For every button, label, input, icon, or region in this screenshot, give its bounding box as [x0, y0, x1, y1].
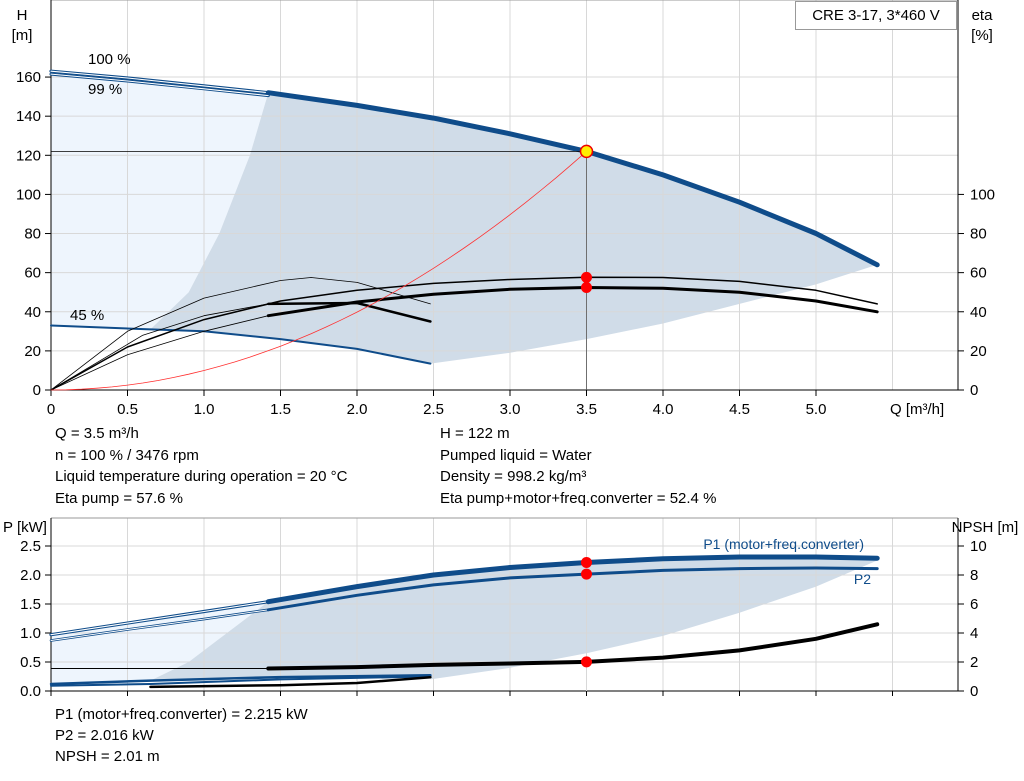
x-tick-label: 2.0	[347, 401, 368, 418]
y2-axis-label-name: NPSH	[952, 519, 998, 536]
y-tick-label: 120	[16, 147, 41, 164]
x-tick-label: 4.5	[729, 401, 750, 418]
curve-eta-pump-45	[50, 277, 431, 391]
info-npsh: NPSH = 2.01 m	[55, 748, 160, 765]
y2-tick-label: 0	[970, 382, 978, 399]
x-tick-label: 0.5	[117, 401, 138, 418]
duty-point-eta-pump	[581, 271, 592, 283]
y-tick-label: 60	[24, 265, 41, 282]
y-tick-label: 20	[24, 343, 41, 360]
y-tick-label: 1.0	[20, 625, 41, 642]
curve-npsh-45	[149, 675, 432, 689]
duty-point	[579, 144, 594, 159]
info-temp: Liquid temperature during operation = 20…	[55, 468, 348, 485]
label-p2: P2	[854, 571, 871, 587]
y-tick-label: 1.5	[20, 596, 41, 613]
curve-h-99-inner	[50, 73, 269, 97]
y2-tick-label: 4	[970, 625, 978, 642]
y-tick-label: 0.5	[20, 654, 41, 671]
x-tick-label: 1.5	[270, 401, 291, 418]
info-n: n = 100 % / 3476 rpm	[55, 447, 199, 464]
y2-tick-label: 60	[970, 265, 987, 282]
y-tick-label: 100	[16, 186, 41, 203]
y2-axis-label: eta	[972, 7, 994, 24]
y-tick-label: 40	[24, 304, 41, 321]
label-100-percent: 100 %	[88, 51, 131, 68]
info-eta-total: Eta pump+motor+freq.converter = 52.4 %	[440, 490, 717, 507]
y-tick-label: 2.5	[20, 538, 41, 555]
y-tick-label: 0.0	[20, 683, 41, 700]
y2-axis-unit: [%]	[971, 27, 993, 44]
curve-p2-45	[50, 675, 432, 687]
info-h: H = 122 m	[440, 425, 510, 442]
curve-eta-total-100-thin	[50, 315, 269, 391]
y-tick-label: 80	[24, 226, 41, 243]
x-tick-label: 3.5	[576, 401, 597, 418]
y-tick-label: 140	[16, 108, 41, 125]
label-p1: P1 (motor+freq.converter)	[703, 536, 864, 552]
y-axis-label-name: P	[3, 519, 17, 536]
operating-range-light	[51, 74, 269, 390]
info-eta-pump: Eta pump = 57.6 %	[55, 490, 183, 507]
label-45-percent: 45 %	[70, 307, 104, 324]
y2-tick-label: 20	[970, 343, 987, 360]
info-p2: P2 = 2.016 kW	[55, 727, 154, 744]
operating-range-dark	[150, 92, 878, 364]
info-liquid: Pumped liquid = Water	[440, 447, 592, 464]
power-range-dark	[150, 557, 878, 681]
x-tick-label: 3.0	[500, 401, 521, 418]
y2-tick-label: 8	[970, 567, 978, 584]
info-p1: P1 (motor+freq.converter) = 2.215 kW	[55, 706, 308, 723]
x-tick-label: 0	[47, 401, 55, 418]
y2-tick-label: 6	[970, 596, 978, 613]
duty-point-npsh	[581, 656, 592, 668]
y2-tick-label: 0	[970, 683, 978, 700]
y-axis-unit: [m]	[12, 27, 33, 44]
y-axis-label: H	[17, 7, 28, 24]
curve-eta-pump-100	[50, 276, 878, 391]
x-tick-label: 1.0	[194, 401, 215, 418]
x-tick-label: 5.0	[806, 401, 827, 418]
y2-tick-label: 100	[970, 186, 995, 203]
y2-tick-label: 10	[970, 538, 987, 555]
x-tick-label: 2.5	[423, 401, 444, 418]
duty-point-p1	[581, 557, 592, 569]
y-tick-label: 160	[16, 69, 41, 86]
y-tick-label: 0	[33, 382, 41, 399]
y2-tick-label: 40	[970, 304, 987, 321]
duty-point-p2	[581, 568, 592, 580]
y-axis-unit: [kW]	[17, 519, 47, 536]
x-tick-label: 4.0	[653, 401, 674, 418]
system-curve	[50, 150, 587, 391]
power-range-light	[51, 601, 269, 684]
info-q: Q = 3.5 m³/h	[55, 425, 139, 442]
y2-axis-unit: [m]	[998, 519, 1019, 536]
y2-axis-label: NPSH [m]	[952, 519, 1019, 536]
y2-tick-label: 80	[970, 226, 987, 243]
curve-p1-thin-inner	[50, 601, 269, 636]
pump-model-label: CRE 3-17, 3*460 V	[795, 1, 957, 30]
info-density: Density = 998.2 kg/m³	[440, 468, 587, 485]
duty-point-eta-total	[581, 282, 592, 294]
curve-p2-thin-inner	[50, 609, 269, 641]
curve-h-100-thin-inner	[50, 70, 269, 94]
label-99-percent: 99 %	[88, 81, 122, 98]
y-axis-label: P [kW]	[3, 519, 47, 536]
y-tick-label: 2.0	[20, 567, 41, 584]
x-axis-label: Q [m³/h]	[890, 401, 944, 418]
curve-p1-45	[49, 674, 432, 686]
y2-tick-label: 2	[970, 654, 978, 671]
